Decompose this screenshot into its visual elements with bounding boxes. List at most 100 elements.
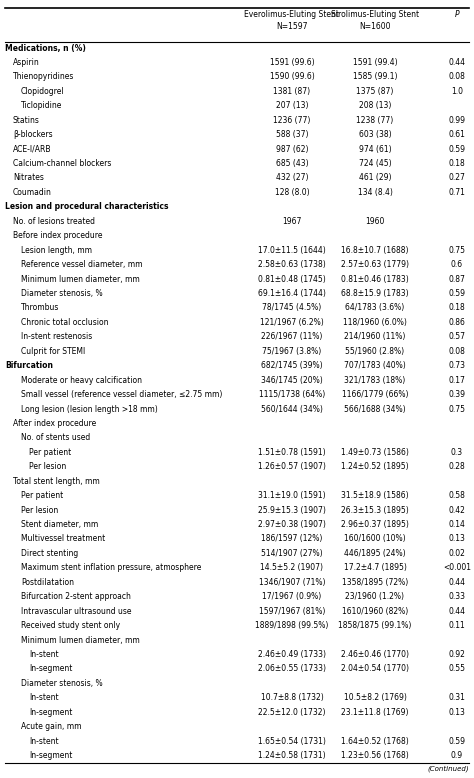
Text: 432 (27): 432 (27) [276, 173, 308, 183]
Text: In-stent: In-stent [29, 693, 59, 703]
Text: 207 (13): 207 (13) [276, 101, 308, 110]
Text: Multivessel treatment: Multivessel treatment [21, 534, 105, 544]
Text: 1590 (99.6): 1590 (99.6) [270, 72, 314, 82]
Text: 78/1745 (4.5%): 78/1745 (4.5%) [263, 303, 322, 313]
Text: 603 (38): 603 (38) [359, 130, 392, 139]
Text: 0.81±0.46 (1783): 0.81±0.46 (1783) [341, 275, 409, 283]
Text: 69.1±16.4 (1744): 69.1±16.4 (1744) [258, 289, 326, 298]
Text: 31.5±18.9 (1586): 31.5±18.9 (1586) [341, 491, 409, 500]
Text: 0.86: 0.86 [448, 318, 465, 327]
Text: In-segment: In-segment [29, 708, 73, 717]
Text: ACE-I/ARB: ACE-I/ARB [13, 145, 52, 153]
Text: 2.46±0.46 (1770): 2.46±0.46 (1770) [341, 650, 409, 659]
Text: 0.58: 0.58 [448, 491, 465, 500]
Text: 226/1967 (11%): 226/1967 (11%) [261, 332, 323, 342]
Text: Reference vessel diameter, mm: Reference vessel diameter, mm [21, 260, 143, 269]
Text: (Continued): (Continued) [428, 766, 469, 772]
Text: 2.46±0.49 (1733): 2.46±0.49 (1733) [258, 650, 326, 659]
Text: Everolimus-Eluting Stent
N=1597: Everolimus-Eluting Stent N=1597 [245, 10, 339, 31]
Text: Nitrates: Nitrates [13, 173, 44, 183]
Text: 987 (62): 987 (62) [276, 145, 308, 153]
Text: Total stent length, mm: Total stent length, mm [13, 477, 100, 485]
Text: 17.0±11.5 (1644): 17.0±11.5 (1644) [258, 246, 326, 254]
Text: 461 (29): 461 (29) [359, 173, 391, 183]
Text: 1.49±0.73 (1586): 1.49±0.73 (1586) [341, 448, 409, 457]
Text: 23.1±11.8 (1769): 23.1±11.8 (1769) [341, 708, 409, 717]
Text: 0.08: 0.08 [448, 72, 465, 82]
Text: 16.8±10.7 (1688): 16.8±10.7 (1688) [341, 246, 409, 254]
Text: Postdilatation: Postdilatation [21, 578, 74, 587]
Text: Medications, n (%): Medications, n (%) [5, 44, 86, 52]
Text: Bifurcation 2-stent approach: Bifurcation 2-stent approach [21, 592, 131, 601]
Text: 0.73: 0.73 [448, 361, 465, 370]
Text: 0.75: 0.75 [448, 405, 465, 413]
Text: 0.92: 0.92 [448, 650, 465, 659]
Text: 2.57±0.63 (1779): 2.57±0.63 (1779) [341, 260, 409, 269]
Text: No. of lesions treated: No. of lesions treated [13, 217, 95, 226]
Text: 1.26±0.57 (1907): 1.26±0.57 (1907) [258, 462, 326, 471]
Text: 2.06±0.55 (1733): 2.06±0.55 (1733) [258, 664, 326, 674]
Text: 0.81±0.48 (1745): 0.81±0.48 (1745) [258, 275, 326, 283]
Text: 1.23±0.56 (1768): 1.23±0.56 (1768) [341, 751, 409, 760]
Text: 121/1967 (6.2%): 121/1967 (6.2%) [260, 318, 324, 327]
Text: 346/1745 (20%): 346/1745 (20%) [261, 376, 323, 384]
Text: 0.6: 0.6 [451, 260, 463, 269]
Text: In-segment: In-segment [29, 664, 73, 674]
Text: 0.59: 0.59 [448, 145, 465, 153]
Text: Thienopyridines: Thienopyridines [13, 72, 74, 82]
Text: 1.51±0.78 (1591): 1.51±0.78 (1591) [258, 448, 326, 457]
Text: 1358/1895 (72%): 1358/1895 (72%) [342, 578, 408, 587]
Text: 0.11: 0.11 [448, 621, 465, 630]
Text: 0.61: 0.61 [448, 130, 465, 139]
Text: 1591 (99.6): 1591 (99.6) [270, 58, 314, 67]
Text: 321/1783 (18%): 321/1783 (18%) [345, 376, 406, 384]
Text: Coumadin: Coumadin [13, 188, 52, 197]
Text: 0.99: 0.99 [448, 116, 465, 124]
Text: 1889/1898 (99.5%): 1889/1898 (99.5%) [255, 621, 328, 630]
Text: 1166/1779 (66%): 1166/1779 (66%) [342, 390, 408, 399]
Text: 2.97±0.38 (1907): 2.97±0.38 (1907) [258, 520, 326, 529]
Text: 0.44: 0.44 [448, 607, 465, 615]
Text: Before index procedure: Before index procedure [13, 231, 102, 240]
Text: Direct stenting: Direct stenting [21, 549, 78, 558]
Text: Small vessel (reference vessel diameter, ≤2.75 mm): Small vessel (reference vessel diameter,… [21, 390, 222, 399]
Text: β-blockers: β-blockers [13, 130, 53, 139]
Text: 160/1600 (10%): 160/1600 (10%) [344, 534, 406, 544]
Text: 0.02: 0.02 [448, 549, 465, 558]
Text: 0.28: 0.28 [448, 462, 465, 471]
Text: 1.24±0.58 (1731): 1.24±0.58 (1731) [258, 751, 326, 760]
Text: 1238 (77): 1238 (77) [356, 116, 393, 124]
Text: 25.9±15.3 (1907): 25.9±15.3 (1907) [258, 506, 326, 514]
Text: 0.42: 0.42 [448, 506, 465, 514]
Text: 588 (37): 588 (37) [276, 130, 308, 139]
Text: 68.8±15.9 (1783): 68.8±15.9 (1783) [341, 289, 409, 298]
Text: 208 (13): 208 (13) [359, 101, 391, 110]
Text: Thrombus: Thrombus [21, 303, 59, 313]
Text: Clopidogrel: Clopidogrel [21, 87, 64, 96]
Text: In-stent: In-stent [29, 737, 59, 745]
Text: 685 (43): 685 (43) [276, 159, 308, 168]
Text: Received study stent only: Received study stent only [21, 621, 120, 630]
Text: 1236 (77): 1236 (77) [273, 116, 310, 124]
Text: 0.59: 0.59 [448, 289, 465, 298]
Text: 0.17: 0.17 [448, 376, 465, 384]
Text: No. of stents used: No. of stents used [21, 433, 90, 443]
Text: P: P [455, 10, 459, 19]
Text: 0.14: 0.14 [448, 520, 465, 529]
Text: 0.31: 0.31 [448, 693, 465, 703]
Text: 17.2±4.7 (1895): 17.2±4.7 (1895) [344, 563, 406, 573]
Text: 10.7±8.8 (1732): 10.7±8.8 (1732) [261, 693, 323, 703]
Text: Per patient: Per patient [29, 448, 71, 457]
Text: 128 (8.0): 128 (8.0) [275, 188, 310, 197]
Text: 1.24±0.52 (1895): 1.24±0.52 (1895) [341, 462, 409, 471]
Text: Bifurcation: Bifurcation [5, 361, 53, 370]
Text: 1585 (99.1): 1585 (99.1) [353, 72, 397, 82]
Text: Maximum stent inflation pressure, atmosphere: Maximum stent inflation pressure, atmosp… [21, 563, 201, 573]
Text: 1.0: 1.0 [451, 87, 463, 96]
Text: 1597/1967 (81%): 1597/1967 (81%) [259, 607, 325, 615]
Text: 22.5±12.0 (1732): 22.5±12.0 (1732) [258, 708, 326, 717]
Text: 0.44: 0.44 [448, 578, 465, 587]
Text: 118/1960 (6.0%): 118/1960 (6.0%) [343, 318, 407, 327]
Text: Ticlopidine: Ticlopidine [21, 101, 63, 110]
Text: 64/1783 (3.6%): 64/1783 (3.6%) [346, 303, 405, 313]
